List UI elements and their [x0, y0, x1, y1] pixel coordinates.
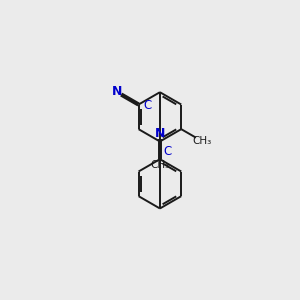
- Text: CH₃: CH₃: [150, 160, 170, 170]
- Text: C: C: [163, 145, 171, 158]
- Text: CH₃: CH₃: [192, 136, 212, 146]
- Text: N: N: [155, 127, 165, 140]
- Text: C: C: [144, 99, 152, 112]
- Text: N: N: [111, 85, 122, 98]
